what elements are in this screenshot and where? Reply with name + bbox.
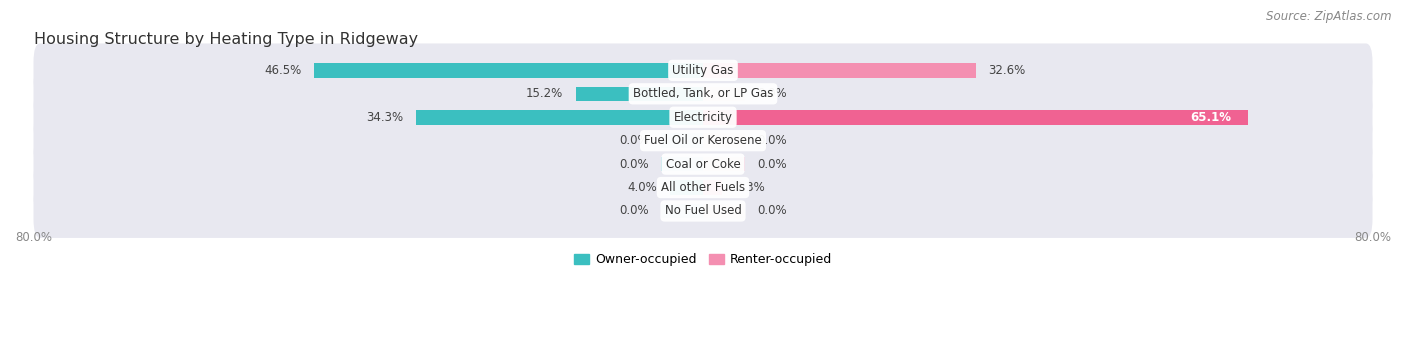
Text: 0.0%: 0.0% (758, 87, 787, 100)
Text: Coal or Coke: Coal or Coke (665, 158, 741, 170)
Text: 32.6%: 32.6% (988, 64, 1025, 77)
Text: 0.0%: 0.0% (758, 134, 787, 147)
Bar (314, 63, 703, 78)
Bar (576, 87, 703, 101)
FancyBboxPatch shape (34, 161, 1372, 214)
Legend: Owner-occupied, Renter-occupied: Owner-occupied, Renter-occupied (568, 248, 838, 271)
FancyBboxPatch shape (34, 90, 1372, 144)
FancyBboxPatch shape (34, 67, 1372, 121)
Text: 0.0%: 0.0% (619, 158, 648, 170)
Text: Electricity: Electricity (673, 111, 733, 124)
FancyBboxPatch shape (34, 137, 1372, 191)
Text: Utility Gas: Utility Gas (672, 64, 734, 77)
Bar (703, 204, 745, 218)
Text: 0.0%: 0.0% (619, 134, 648, 147)
Bar (703, 87, 745, 101)
Bar (661, 133, 703, 148)
Text: 0.0%: 0.0% (758, 158, 787, 170)
Text: 46.5%: 46.5% (264, 64, 301, 77)
Bar (703, 63, 976, 78)
Text: 34.3%: 34.3% (367, 111, 404, 124)
Text: 15.2%: 15.2% (526, 87, 564, 100)
Text: 0.0%: 0.0% (619, 205, 648, 218)
Text: 4.0%: 4.0% (627, 181, 657, 194)
Bar (703, 133, 745, 148)
Text: Housing Structure by Heating Type in Ridgeway: Housing Structure by Heating Type in Rid… (34, 32, 418, 47)
Text: No Fuel Used: No Fuel Used (665, 205, 741, 218)
Text: Source: ZipAtlas.com: Source: ZipAtlas.com (1267, 10, 1392, 23)
Bar (703, 157, 745, 172)
FancyBboxPatch shape (34, 43, 1372, 97)
Bar (669, 180, 703, 195)
Bar (661, 204, 703, 218)
Text: 0.0%: 0.0% (758, 205, 787, 218)
Text: 65.1%: 65.1% (1189, 111, 1232, 124)
Bar (416, 110, 703, 124)
Bar (661, 157, 703, 172)
FancyBboxPatch shape (34, 184, 1372, 238)
Bar (703, 180, 723, 195)
FancyBboxPatch shape (34, 114, 1372, 168)
Text: Bottled, Tank, or LP Gas: Bottled, Tank, or LP Gas (633, 87, 773, 100)
Text: All other Fuels: All other Fuels (661, 181, 745, 194)
Bar (703, 110, 1247, 124)
Text: Fuel Oil or Kerosene: Fuel Oil or Kerosene (644, 134, 762, 147)
Text: 2.3%: 2.3% (735, 181, 765, 194)
